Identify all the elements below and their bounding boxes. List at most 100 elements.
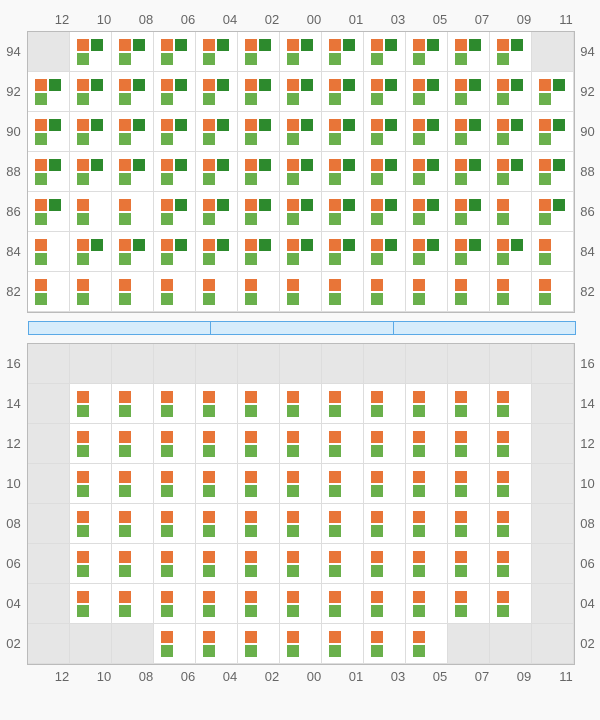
grid-cell[interactable] bbox=[364, 112, 406, 152]
grid-cell[interactable] bbox=[154, 72, 196, 112]
grid-cell[interactable] bbox=[406, 192, 448, 232]
grid-cell[interactable] bbox=[196, 544, 238, 584]
grid-cell[interactable] bbox=[196, 504, 238, 544]
grid-cell[interactable] bbox=[70, 384, 112, 424]
divider-segment[interactable] bbox=[211, 322, 393, 334]
grid-cell[interactable] bbox=[406, 504, 448, 544]
grid-cell[interactable] bbox=[280, 272, 322, 312]
grid-cell[interactable] bbox=[406, 584, 448, 624]
grid-cell[interactable] bbox=[112, 112, 154, 152]
grid-cell[interactable] bbox=[490, 232, 532, 272]
grid-cell[interactable] bbox=[448, 544, 490, 584]
grid-cell[interactable] bbox=[322, 584, 364, 624]
grid-cell[interactable] bbox=[196, 624, 238, 664]
grid-cell[interactable] bbox=[28, 272, 70, 312]
grid-cell[interactable] bbox=[406, 272, 448, 312]
grid-cell[interactable] bbox=[112, 192, 154, 232]
grid-cell[interactable] bbox=[532, 192, 574, 232]
grid-cell[interactable] bbox=[280, 504, 322, 544]
grid-cell[interactable] bbox=[490, 384, 532, 424]
grid-cell[interactable] bbox=[364, 544, 406, 584]
grid-cell[interactable] bbox=[112, 272, 154, 312]
grid-cell[interactable] bbox=[112, 152, 154, 192]
divider-segment[interactable] bbox=[394, 322, 575, 334]
grid-cell[interactable] bbox=[70, 464, 112, 504]
grid-cell[interactable] bbox=[280, 384, 322, 424]
grid-cell[interactable] bbox=[364, 424, 406, 464]
grid-cell[interactable] bbox=[70, 192, 112, 232]
grid-cell[interactable] bbox=[28, 192, 70, 232]
grid-cell[interactable] bbox=[406, 32, 448, 72]
grid-cell[interactable] bbox=[532, 112, 574, 152]
grid-cell[interactable] bbox=[280, 232, 322, 272]
grid-cell[interactable] bbox=[70, 504, 112, 544]
grid-cell[interactable] bbox=[154, 272, 196, 312]
grid-cell[interactable] bbox=[364, 152, 406, 192]
grid-cell[interactable] bbox=[532, 72, 574, 112]
grid-cell[interactable] bbox=[196, 152, 238, 192]
grid-cell[interactable] bbox=[280, 424, 322, 464]
grid-cell[interactable] bbox=[280, 152, 322, 192]
grid-cell[interactable] bbox=[448, 464, 490, 504]
grid-cell[interactable] bbox=[364, 584, 406, 624]
grid-cell[interactable] bbox=[238, 72, 280, 112]
grid-cell[interactable] bbox=[112, 384, 154, 424]
grid-cell[interactable] bbox=[406, 384, 448, 424]
grid-cell[interactable] bbox=[112, 504, 154, 544]
grid-cell[interactable] bbox=[322, 544, 364, 584]
grid-cell[interactable] bbox=[532, 232, 574, 272]
grid-cell[interactable] bbox=[406, 72, 448, 112]
grid-cell[interactable] bbox=[490, 544, 532, 584]
grid-cell[interactable] bbox=[322, 232, 364, 272]
grid-cell[interactable] bbox=[196, 72, 238, 112]
grid-cell[interactable] bbox=[280, 584, 322, 624]
grid-cell[interactable] bbox=[154, 112, 196, 152]
grid-cell[interactable] bbox=[196, 192, 238, 232]
grid-cell[interactable] bbox=[196, 32, 238, 72]
grid-cell[interactable] bbox=[448, 584, 490, 624]
grid-cell[interactable] bbox=[364, 72, 406, 112]
grid-cell[interactable] bbox=[490, 72, 532, 112]
grid-cell[interactable] bbox=[490, 272, 532, 312]
grid-cell[interactable] bbox=[70, 112, 112, 152]
grid-cell[interactable] bbox=[448, 424, 490, 464]
grid-cell[interactable] bbox=[490, 504, 532, 544]
grid-cell[interactable] bbox=[238, 192, 280, 232]
grid-cell[interactable] bbox=[238, 152, 280, 192]
grid-cell[interactable] bbox=[196, 272, 238, 312]
grid-cell[interactable] bbox=[490, 32, 532, 72]
grid-cell[interactable] bbox=[448, 152, 490, 192]
grid-cell[interactable] bbox=[154, 504, 196, 544]
grid-cell[interactable] bbox=[322, 504, 364, 544]
grid-cell[interactable] bbox=[28, 112, 70, 152]
grid-cell[interactable] bbox=[154, 384, 196, 424]
grid-cell[interactable] bbox=[280, 544, 322, 584]
grid-cell[interactable] bbox=[112, 544, 154, 584]
grid-cell[interactable] bbox=[322, 192, 364, 232]
grid-cell[interactable] bbox=[238, 504, 280, 544]
grid-cell[interactable] bbox=[448, 272, 490, 312]
grid-cell[interactable] bbox=[154, 544, 196, 584]
grid-cell[interactable] bbox=[28, 152, 70, 192]
grid-cell[interactable] bbox=[364, 32, 406, 72]
grid-cell[interactable] bbox=[196, 464, 238, 504]
grid-cell[interactable] bbox=[322, 72, 364, 112]
grid-cell[interactable] bbox=[112, 424, 154, 464]
grid-cell[interactable] bbox=[28, 72, 70, 112]
grid-cell[interactable] bbox=[154, 624, 196, 664]
grid-cell[interactable] bbox=[490, 112, 532, 152]
grid-cell[interactable] bbox=[196, 232, 238, 272]
grid-cell[interactable] bbox=[70, 272, 112, 312]
grid-cell[interactable] bbox=[70, 584, 112, 624]
grid-cell[interactable] bbox=[280, 112, 322, 152]
grid-cell[interactable] bbox=[154, 464, 196, 504]
grid-cell[interactable] bbox=[238, 112, 280, 152]
grid-cell[interactable] bbox=[490, 584, 532, 624]
grid-cell[interactable] bbox=[364, 272, 406, 312]
grid-cell[interactable] bbox=[70, 72, 112, 112]
grid-cell[interactable] bbox=[322, 32, 364, 72]
grid-cell[interactable] bbox=[238, 272, 280, 312]
grid-cell[interactable] bbox=[112, 72, 154, 112]
grid-cell[interactable] bbox=[238, 464, 280, 504]
grid-cell[interactable] bbox=[406, 464, 448, 504]
